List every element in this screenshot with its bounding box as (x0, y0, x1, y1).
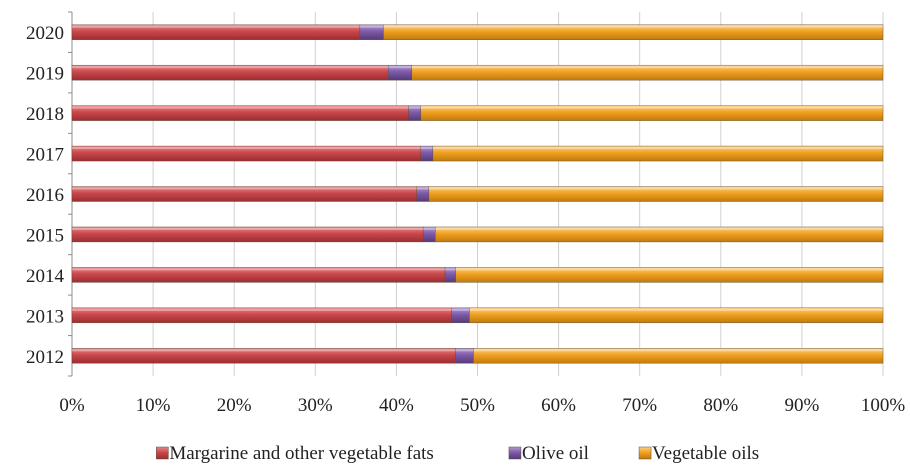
y-axis-labels: 2020 2019 2018 2017 2016 2015 2014 2013 2012 (26, 23, 65, 368)
x-tick-label: 80% (703, 395, 738, 416)
bar-highlight (455, 268, 883, 271)
legend: Margarine and other vegetable fats Olive … (156, 443, 759, 464)
y-tick-label: 2018 (26, 104, 64, 125)
legend-label: Vegetable oils (652, 443, 759, 464)
x-axis-labels: 0% 10% 20% 30% 40% 50% 60% 70% 80% 90% 100% (59, 395, 905, 416)
legend-swatch (638, 446, 652, 460)
y-tick-label: 2019 (26, 64, 64, 85)
x-tick-label: 100% (861, 395, 906, 416)
bar-highlight (423, 227, 436, 230)
x-tick-label: 10% (136, 395, 171, 416)
bar-highlight (445, 268, 456, 271)
x-tick-label: 40% (379, 395, 414, 416)
y-tick-label: 2014 (26, 266, 65, 287)
bar-segment-vegetable-oils-2012 (473, 348, 884, 364)
bar-highlight (72, 187, 417, 190)
legend-label: Olive oil (522, 443, 589, 464)
bar-segment-vegetable-oils-2015 (435, 226, 884, 243)
bar-highlight (388, 66, 412, 69)
bar-highlight (408, 106, 421, 109)
bar-highlight (469, 308, 883, 311)
bar-highlight (72, 25, 360, 28)
bar-segment-vegetable-oils-2019 (411, 64, 884, 81)
bar-highlight (432, 147, 883, 150)
bar-highlight (383, 25, 883, 28)
bar-highlight (416, 187, 429, 190)
y-tick-label: 2012 (26, 347, 64, 368)
bar-highlight (455, 349, 474, 352)
bar-highlight (451, 308, 470, 311)
bar-highlight (72, 147, 421, 150)
bar-highlight (428, 187, 883, 190)
x-tick-label: 30% (298, 395, 333, 416)
legend-swatch (156, 446, 169, 460)
bar-highlight (435, 227, 883, 230)
y-tick-label: 2016 (26, 185, 64, 206)
bar-segment-vegetable-oils-2016 (428, 186, 884, 202)
bar-highlight (411, 66, 883, 69)
bar-segment-vegetable-oils-2018 (420, 105, 884, 121)
legend-label: Margarine and other vegetable fats (169, 443, 433, 464)
y-tick-label: 2017 (26, 145, 64, 166)
bar-highlight (72, 308, 452, 311)
bar-highlight (420, 106, 883, 109)
bar-highlight (420, 147, 433, 150)
x-tick-label: 90% (784, 395, 819, 416)
bar-highlight (72, 66, 389, 69)
bar-highlight (72, 349, 456, 352)
x-tick-label: 20% (217, 395, 252, 416)
y-tick-label: 2020 (26, 23, 64, 44)
bar-highlight (473, 349, 883, 352)
bars (71, 24, 884, 364)
x-tick-label: 50% (460, 395, 495, 416)
y-tick-label: 2015 (26, 225, 64, 246)
x-tick-label: 0% (59, 395, 85, 416)
bar-highlight (72, 268, 446, 271)
bar-highlight (359, 25, 384, 28)
x-tick-label: 70% (622, 395, 657, 416)
bar-segment-vegetable-oils-2020 (383, 24, 884, 40)
bar-segment-vegetable-oils-2014 (455, 267, 884, 283)
x-tick-label: 60% (541, 395, 576, 416)
bar-segment-vegetable-oils-2013 (469, 307, 884, 324)
bar-highlight (72, 106, 409, 109)
y-tick-label: 2013 (26, 306, 64, 327)
bar-segment-vegetable-oils-2017 (432, 145, 884, 162)
legend-swatch (508, 446, 522, 460)
bar-highlight (72, 227, 424, 230)
